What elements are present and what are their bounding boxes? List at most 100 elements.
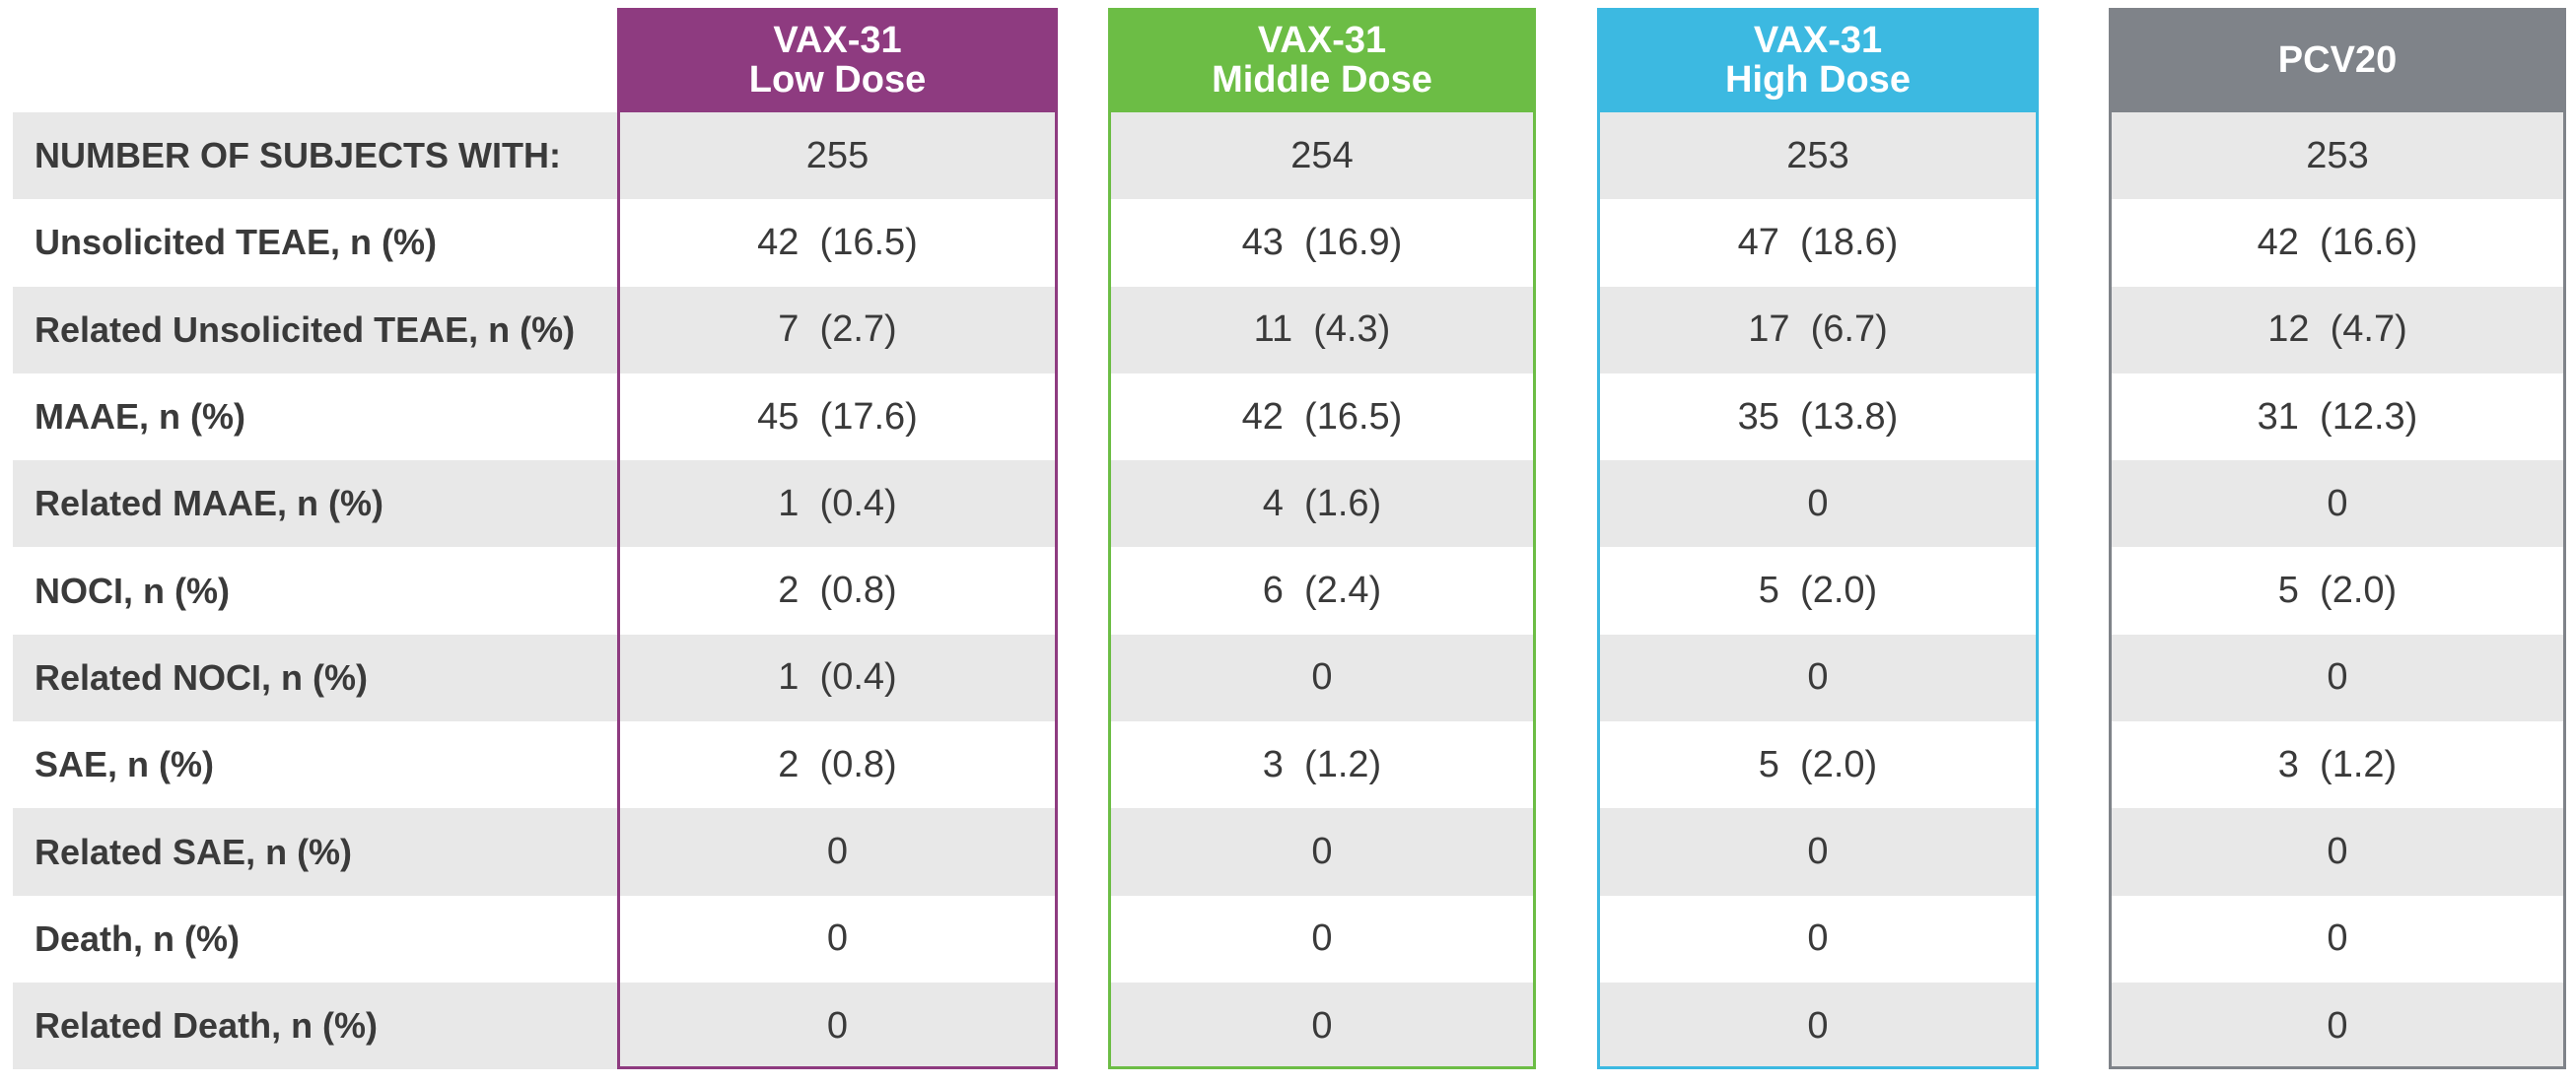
column-border [1597, 8, 2039, 1070]
cell-value: 254 [1290, 134, 1354, 176]
cell-value: 31 (12.3) [2257, 395, 2418, 438]
column-header: VAX-31 Middle Dose [1108, 8, 1536, 112]
cell-value: 6 (2.4) [1262, 570, 1382, 612]
row-band [2109, 983, 2566, 1070]
row-band [617, 460, 1058, 548]
row-label: SAE, n (%) [35, 744, 215, 785]
cell-value: 45 (17.6) [757, 395, 918, 438]
cell-value: 0 [1311, 917, 1333, 960]
header-text: Low Dose [748, 59, 927, 101]
row-label: Related SAE, n (%) [35, 831, 353, 872]
row-band [1597, 460, 2039, 548]
cell-value: 0 [2327, 831, 2348, 873]
cell-value: 0 [1311, 656, 1333, 699]
row-band [617, 983, 1058, 1070]
cell-value: 42 (16.5) [1241, 395, 1403, 438]
row-label: MAAE, n (%) [35, 396, 245, 438]
row-label: Related Unsolicited TEAE, n (%) [35, 308, 576, 350]
row-band [1108, 460, 1536, 548]
cell-value: 0 [1311, 831, 1333, 873]
cell-value: 0 [1807, 831, 1829, 873]
cell-value: 0 [826, 917, 849, 960]
row-band [2109, 286, 2566, 373]
row-band [617, 286, 1058, 373]
row-label: NUMBER OF SUBJECTS WITH: [35, 135, 561, 176]
cell-value: 2 (0.8) [778, 743, 897, 785]
row-band [1108, 634, 1536, 722]
cell-value: 1 (0.4) [778, 482, 897, 524]
row-band [617, 634, 1058, 722]
row-band [2109, 112, 2566, 200]
row-band [1108, 983, 1536, 1070]
header-text: PCV20 [2277, 39, 2398, 81]
row-band [2109, 460, 2566, 548]
row-band [13, 460, 617, 548]
cell-value: 17 (6.7) [1748, 308, 1888, 351]
cell-value: 7 (2.7) [778, 308, 897, 351]
cell-value: 0 [2327, 1004, 2348, 1047]
cell-value: 4 (1.6) [1262, 482, 1382, 524]
row-label: Related MAAE, n (%) [35, 483, 384, 524]
column-header: PCV20 [2109, 8, 2566, 112]
cell-value: 5 (2.0) [1758, 570, 1878, 612]
row-band [1108, 112, 1536, 200]
cell-value: 35 (13.8) [1737, 395, 1899, 438]
cell-value: 11 (4.3) [1253, 308, 1391, 351]
header-text: VAX-31 [1257, 20, 1387, 61]
column-border [2109, 8, 2566, 1070]
row-band [13, 808, 617, 896]
cell-value: 5 (2.0) [1758, 743, 1878, 785]
row-band [1597, 286, 2039, 373]
row-band [1597, 634, 2039, 722]
cell-value: 0 [2327, 656, 2348, 699]
row-band [13, 286, 617, 373]
row-band [2109, 634, 2566, 722]
cell-value: 0 [1311, 1004, 1333, 1047]
cell-value: 2 (0.8) [778, 570, 897, 612]
row-band [617, 808, 1058, 896]
cell-value: 42 (16.5) [757, 221, 918, 263]
header-text: VAX-31 [1753, 20, 1883, 61]
cell-value: 0 [1807, 656, 1829, 699]
row-label: Related NOCI, n (%) [35, 656, 369, 698]
cell-value: 253 [1786, 134, 1849, 176]
cell-value: 0 [1807, 1004, 1829, 1047]
header-text: High Dose [1725, 59, 1911, 101]
row-band [13, 983, 617, 1070]
row-band [13, 112, 617, 200]
column-header: VAX-31 High Dose [1597, 8, 2039, 112]
cell-value: 47 (18.6) [1737, 221, 1899, 263]
cell-value: 3 (1.2) [1262, 743, 1382, 785]
cell-value: 12 (4.7) [2267, 308, 2407, 351]
row-band [13, 634, 617, 722]
row-band [1108, 286, 1536, 373]
header-text: Middle Dose [1212, 59, 1432, 101]
column-border [1108, 8, 1536, 1070]
cell-value: 253 [2306, 134, 2369, 176]
cell-value: 0 [1807, 482, 1829, 524]
column-border [617, 8, 1058, 1070]
cell-value: 0 [2327, 917, 2348, 960]
row-label: NOCI, n (%) [35, 570, 230, 611]
row-band [1597, 112, 2039, 200]
cell-value: 0 [1807, 917, 1829, 960]
cell-value: 255 [805, 134, 870, 176]
row-label: Related Death, n (%) [35, 1005, 379, 1047]
row-label: Unsolicited TEAE, n (%) [35, 222, 438, 263]
column-header: VAX-31 Low Dose [617, 8, 1058, 112]
row-band [1108, 808, 1536, 896]
cell-value: 1 (0.4) [778, 656, 897, 699]
cell-value: 43 (16.9) [1241, 221, 1403, 263]
cell-value: 3 (1.2) [2277, 743, 2398, 785]
cell-value: 0 [2327, 482, 2348, 524]
cell-value: 42 (16.6) [2257, 221, 2418, 263]
row-label: Death, n (%) [35, 917, 241, 959]
cell-value: 5 (2.0) [2277, 570, 2398, 612]
cell-value: 0 [826, 1004, 849, 1047]
row-band [2109, 808, 2566, 896]
cell-value: 0 [826, 831, 849, 873]
row-band [1597, 808, 2039, 896]
row-band [617, 112, 1058, 200]
row-band [1597, 983, 2039, 1070]
